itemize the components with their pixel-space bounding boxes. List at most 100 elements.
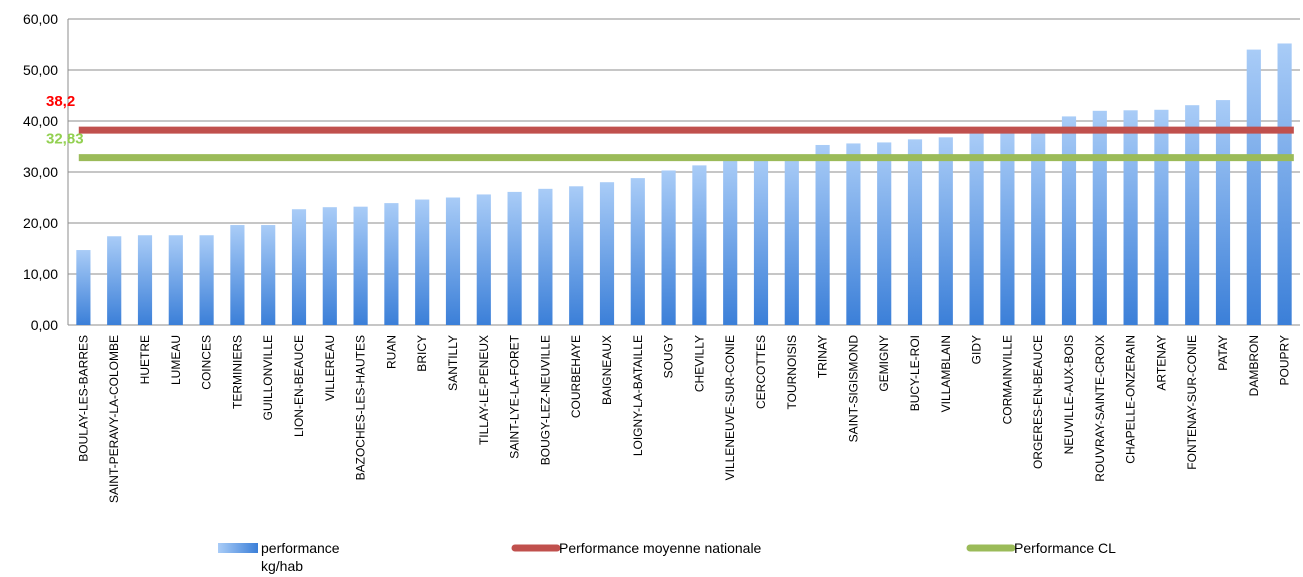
x-tick-label: SANTILLY — [446, 335, 460, 391]
x-tick-label: BAZOCHES-LES-HAUTES — [354, 335, 368, 480]
bar — [630, 178, 645, 325]
legend: performance kg/hab Performance moyenne nat… — [218, 540, 1116, 574]
x-tick-label: CORMAINVILLE — [1000, 335, 1014, 424]
bar — [938, 137, 953, 325]
x-tick-label: BUCY-LE-ROI — [908, 335, 922, 411]
x-tick-label: CERCOTTES — [754, 335, 768, 409]
bar — [877, 142, 892, 325]
reference-lines: 38,2 32,83 — [46, 93, 1294, 162]
bar — [445, 197, 461, 325]
x-tick-label: PATAY — [1216, 335, 1230, 371]
bar — [569, 186, 584, 325]
gridlines — [67, 18, 1300, 326]
y-tick-label: 30,00 — [23, 164, 58, 180]
y-tick-label: 60,00 — [23, 11, 58, 27]
x-tick-label: ARTENAY — [1154, 335, 1168, 391]
x-tick-label: TOURNOISIS — [785, 335, 799, 409]
x-tick-label: LUMEAU — [169, 335, 183, 385]
x-tick-label: BRICY — [415, 335, 429, 372]
bar — [538, 188, 553, 325]
x-tick-label: VILLENEUVE-SUR-CONIE — [723, 335, 737, 480]
x-tick-label: RUAN — [384, 335, 398, 369]
x-tick-label: ORGERES-EN-BEAUCE — [1031, 335, 1045, 469]
x-tick-label: CHEVILLY — [692, 335, 706, 392]
y-tick-label: 20,00 — [23, 215, 58, 231]
bar — [76, 250, 91, 325]
x-tick-label: GIDY — [970, 335, 984, 364]
reference-line-label: 32,83 — [46, 131, 84, 148]
bar-series — [76, 43, 1292, 325]
x-tick-label: VILLEREAU — [323, 335, 337, 401]
x-tick-label: SAINT-SIGISMOND — [846, 335, 860, 443]
bar — [661, 170, 676, 325]
y-axis-ticks: 0,00 10,00 20,00 30,00 40,00 50,00 60,00 — [23, 11, 58, 333]
bar — [753, 156, 769, 325]
x-tick-label: SAINT-LYE-LA-FORET — [508, 334, 522, 458]
y-tick-label: 40,00 — [23, 113, 58, 129]
x-tick-label: DAMBRON — [1247, 335, 1261, 396]
bar — [815, 144, 830, 325]
bar — [199, 235, 214, 325]
x-tick-label: COURBEHAYE — [569, 335, 583, 418]
bar — [969, 133, 984, 325]
x-tick-label: TILLAY-LE-PENEUX — [477, 335, 491, 445]
bar — [107, 236, 122, 325]
bar — [907, 139, 923, 325]
legend-label: Performance moyenne nationale — [559, 540, 762, 556]
bar — [1123, 110, 1138, 325]
legend-label: Performance CL — [1014, 540, 1116, 556]
x-tick-label: POUPRY — [1278, 335, 1292, 385]
bar — [415, 199, 430, 325]
bar — [1246, 49, 1261, 325]
x-tick-label: NEUVILLE-AUX-BOIS — [1062, 335, 1076, 454]
bar — [1000, 132, 1015, 325]
bar — [137, 235, 153, 325]
bar — [692, 165, 707, 325]
bar — [230, 225, 245, 325]
x-tick-label: BAIGNEAUX — [600, 335, 614, 405]
legend-swatch — [218, 543, 258, 553]
x-tick-label: ROUVRAY-SAINTE-CROIX — [1093, 335, 1107, 482]
bar — [476, 194, 491, 325]
x-tick-label: COINCES — [200, 335, 214, 390]
bar — [1185, 105, 1200, 325]
bar — [1092, 110, 1107, 325]
x-tick-label: BOUGY-LEZ-NEUVILLE — [538, 335, 552, 465]
x-tick-label: CHAPELLE-ONZERAIN — [1124, 335, 1138, 464]
bar — [784, 156, 799, 325]
y-tick-label: 50,00 — [23, 62, 58, 78]
x-tick-label: LOIGNY-LA-BATAILLE — [631, 335, 645, 456]
x-tick-label: TERMINIERS — [230, 335, 244, 409]
bar — [723, 158, 738, 325]
x-tick-label: GUILLONVILLE — [261, 335, 275, 420]
reference-line-label: 38,2 — [46, 93, 75, 110]
legend-label: performance — [261, 540, 340, 556]
x-tick-label: VILLAMBLAIN — [939, 335, 953, 412]
x-tick-label: BOULAY-LES-BARRES — [76, 335, 90, 462]
bar — [168, 235, 183, 325]
bar — [1061, 116, 1077, 325]
legend-label: kg/hab — [261, 558, 303, 574]
x-tick-label: SOUGY — [662, 335, 676, 378]
bar — [1277, 43, 1292, 325]
bar — [1154, 109, 1169, 325]
x-tick-label: LION-EN-BEAUCE — [292, 335, 306, 437]
x-tick-label: HUETRE — [138, 335, 152, 384]
bar — [322, 207, 337, 325]
bar — [1215, 100, 1231, 325]
x-tick-label: FONTENAY-SUR-CONIE — [1185, 335, 1199, 470]
bar — [384, 203, 399, 325]
y-tick-label: 0,00 — [31, 317, 58, 333]
bar — [353, 206, 368, 325]
x-tick-label: SAINT-PERAVY-LA-COLOMBE — [107, 335, 121, 503]
bar — [846, 143, 861, 325]
bar — [1031, 130, 1046, 325]
y-tick-label: 10,00 — [23, 266, 58, 282]
x-axis-ticks: BOULAY-LES-BARRES SAINT-PERAVY-LA-COLOMBE… — [76, 334, 1291, 503]
bar — [291, 209, 307, 325]
x-tick-label: TRINAY — [816, 335, 830, 378]
x-tick-label: GEMIGNY — [877, 335, 891, 392]
bar — [599, 182, 615, 325]
bar — [507, 191, 522, 325]
